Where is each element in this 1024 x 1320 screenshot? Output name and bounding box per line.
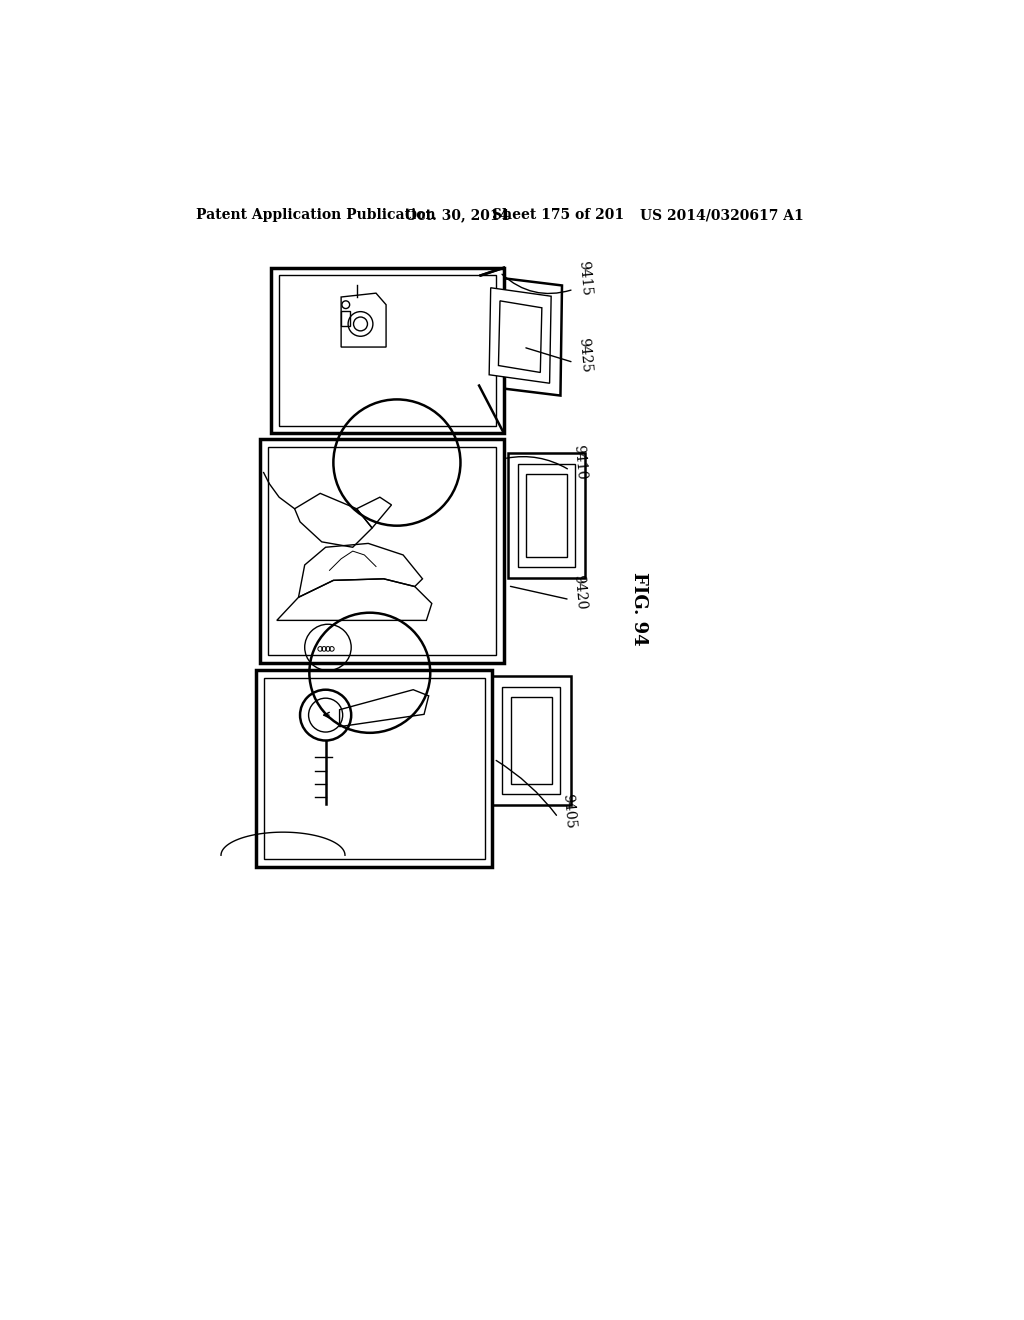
Polygon shape xyxy=(493,676,571,805)
Polygon shape xyxy=(526,474,566,557)
Bar xyxy=(256,671,493,867)
Bar xyxy=(267,447,496,655)
Polygon shape xyxy=(499,301,542,372)
Polygon shape xyxy=(489,288,551,383)
Text: 9425: 9425 xyxy=(575,337,593,372)
Bar xyxy=(263,678,484,859)
Text: Sheet 175 of 201: Sheet 175 of 201 xyxy=(493,209,625,223)
Polygon shape xyxy=(508,453,586,578)
Polygon shape xyxy=(479,276,562,396)
Polygon shape xyxy=(518,465,575,568)
Text: Patent Application Publication: Patent Application Publication xyxy=(197,209,436,223)
Text: Oct. 30, 2014: Oct. 30, 2014 xyxy=(406,209,510,223)
Polygon shape xyxy=(511,697,552,784)
Text: 9410: 9410 xyxy=(571,445,589,480)
Polygon shape xyxy=(503,686,560,795)
Text: FIG. 94: FIG. 94 xyxy=(630,572,648,645)
Text: 9415: 9415 xyxy=(575,260,593,296)
Bar xyxy=(260,440,504,663)
Text: 9405: 9405 xyxy=(560,793,577,829)
Bar xyxy=(271,268,504,433)
Text: US 2014/0320617 A1: US 2014/0320617 A1 xyxy=(640,209,803,223)
Bar xyxy=(280,276,496,425)
Text: 9420: 9420 xyxy=(571,574,589,610)
